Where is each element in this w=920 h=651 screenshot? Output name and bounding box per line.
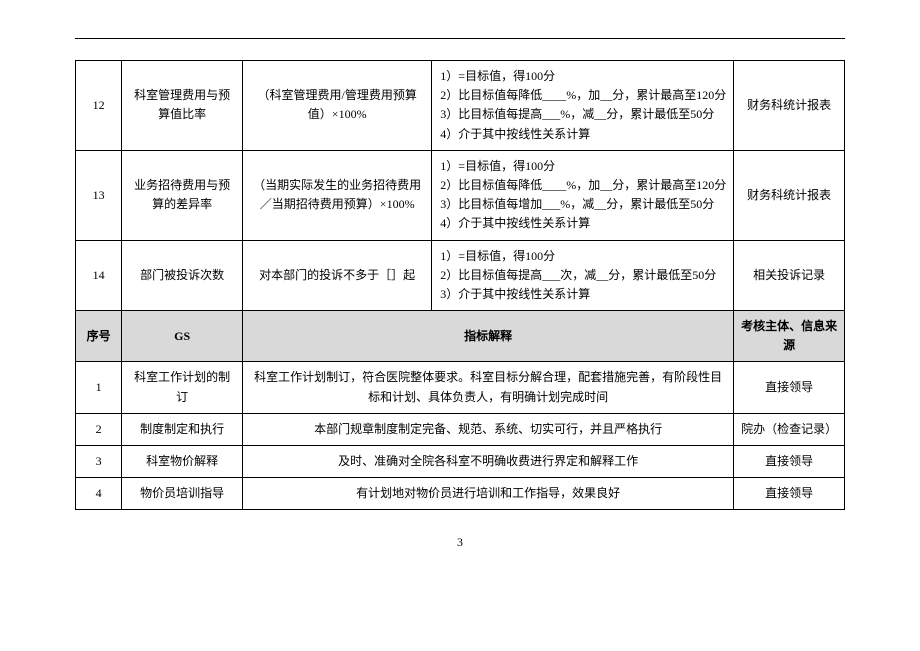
row-num: 1	[76, 362, 122, 413]
assessment-table: 12 科室管理费用与预算值比率 （科室管理费用/管理费用预算值）×100% 1）…	[75, 60, 845, 510]
header-desc: 指标解释	[243, 311, 734, 362]
row-desc: 本部门规章制度制定完备、规范、系统、切实可行，并且严格执行	[243, 413, 734, 445]
section-header-row: 序号 GS 指标解释 考核主体、信息来源	[76, 311, 845, 362]
row-source: 院办（检查记录）	[734, 413, 845, 445]
row-name: 科室管理费用与预算值比率	[122, 61, 243, 151]
row-source: 直接领导	[734, 446, 845, 478]
row-formula: （当期实际发生的业务招待费用／当期招待费用预算）×100%	[243, 150, 432, 240]
row-num: 12	[76, 61, 122, 151]
row-name: 部门被投诉次数	[122, 240, 243, 311]
table-row: 3 科室物价解释 及时、准确对全院各科室不明确收费进行界定和解释工作 直接领导	[76, 446, 845, 478]
row-name: 物价员培训指导	[122, 478, 243, 510]
row-name: 科室物价解释	[122, 446, 243, 478]
row-source: 财务科统计报表	[734, 150, 845, 240]
row-desc: 科室工作计划制订，符合医院整体要求。科室目标分解合理，配套措施完善，有阶段性目标…	[243, 362, 734, 413]
table-row: 1 科室工作计划的制订 科室工作计划制订，符合医院整体要求。科室目标分解合理，配…	[76, 362, 845, 413]
row-name: 制度制定和执行	[122, 413, 243, 445]
row-num: 2	[76, 413, 122, 445]
row-num: 3	[76, 446, 122, 478]
row-source: 直接领导	[734, 362, 845, 413]
table-row: 13 业务招待费用与预算的差异率 （当期实际发生的业务招待费用／当期招待费用预算…	[76, 150, 845, 240]
row-num: 13	[76, 150, 122, 240]
header-num: 序号	[76, 311, 122, 362]
row-source: 直接领导	[734, 478, 845, 510]
row-name: 业务招待费用与预算的差异率	[122, 150, 243, 240]
row-criteria: 1）=目标值，得100分 2）比目标值每降低____%，加__分，累计最高至12…	[432, 150, 734, 240]
row-source: 相关投诉记录	[734, 240, 845, 311]
table-row: 2 制度制定和执行 本部门规章制度制定完备、规范、系统、切实可行，并且严格执行 …	[76, 413, 845, 445]
table-row: 12 科室管理费用与预算值比率 （科室管理费用/管理费用预算值）×100% 1）…	[76, 61, 845, 151]
header-source: 考核主体、信息来源	[734, 311, 845, 362]
row-source: 财务科统计报表	[734, 61, 845, 151]
row-num: 4	[76, 478, 122, 510]
row-desc: 及时、准确对全院各科室不明确收费进行界定和解释工作	[243, 446, 734, 478]
row-formula: （科室管理费用/管理费用预算值）×100%	[243, 61, 432, 151]
page-number: 3	[75, 535, 845, 550]
table-row: 14 部门被投诉次数 对本部门的投诉不多于［］起 1）=目标值，得100分 2）…	[76, 240, 845, 311]
row-criteria: 1）=目标值，得100分 2）比目标值每降低____%，加__分，累计最高至12…	[432, 61, 734, 151]
row-desc: 有计划地对物价员进行培训和工作指导，效果良好	[243, 478, 734, 510]
header-gs: GS	[122, 311, 243, 362]
row-num: 14	[76, 240, 122, 311]
row-criteria: 1）=目标值，得100分 2）比目标值每提高___次，减__分，累计最低至50分…	[432, 240, 734, 311]
top-rule	[75, 38, 845, 39]
table-row: 4 物价员培训指导 有计划地对物价员进行培训和工作指导，效果良好 直接领导	[76, 478, 845, 510]
row-name: 科室工作计划的制订	[122, 362, 243, 413]
row-formula: 对本部门的投诉不多于［］起	[243, 240, 432, 311]
